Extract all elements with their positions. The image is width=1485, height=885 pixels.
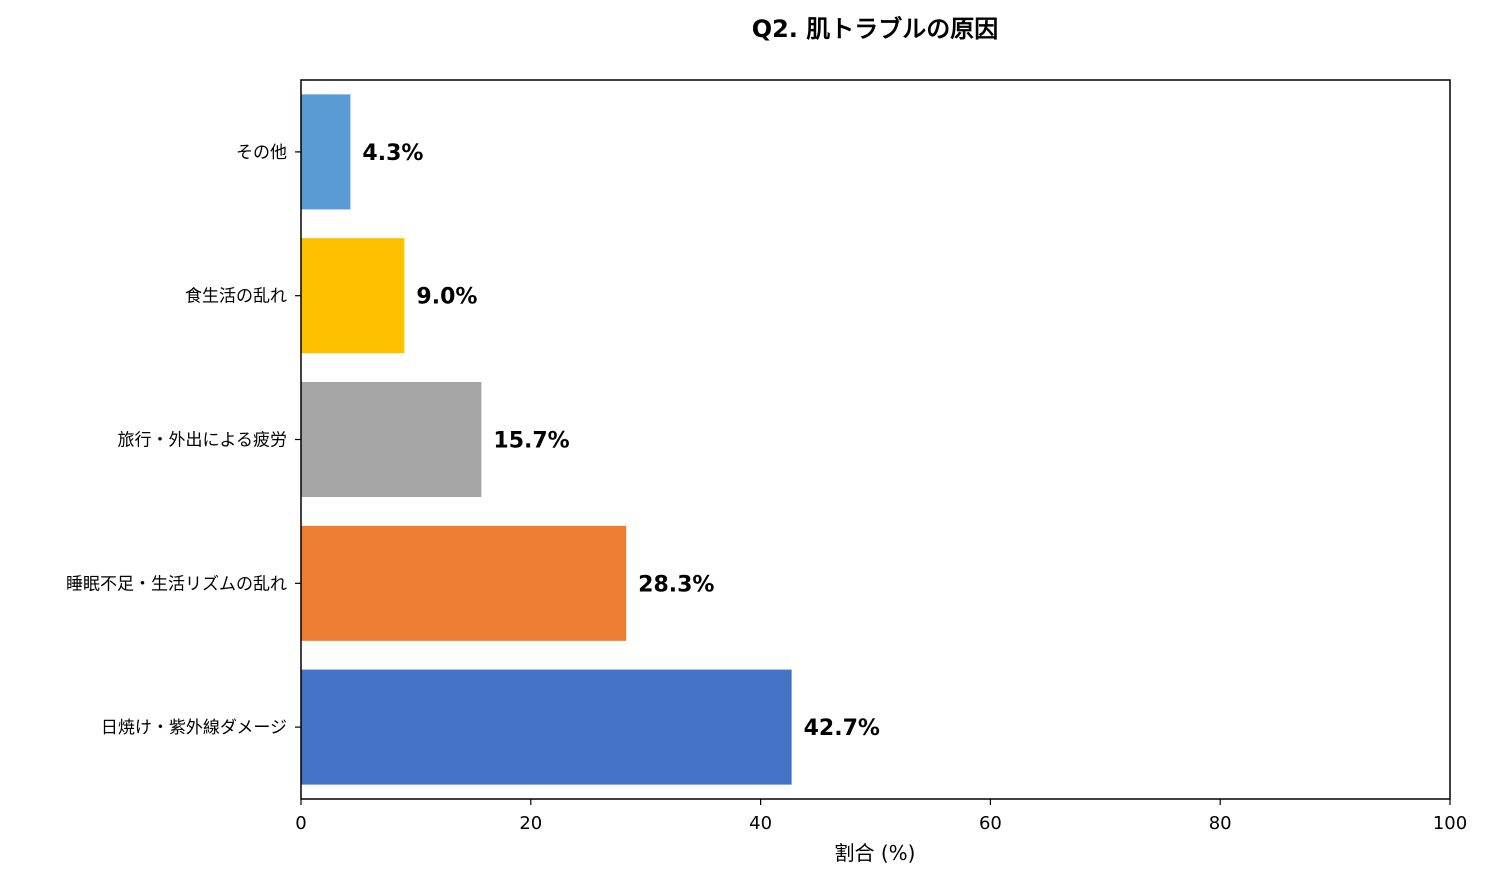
y-tick-label-0: 日焼け・紫外線ダメージ	[101, 718, 287, 738]
bar-0	[301, 669, 792, 785]
x-axis-title: 割合 (%)	[835, 841, 916, 865]
x-axis: 0 20 40 60 80 100	[295, 799, 1467, 834]
y-tick-label-4: その他	[236, 143, 287, 163]
data-label-2: 15.7%	[493, 429, 569, 454]
x-tick-label-1: 20	[519, 813, 542, 834]
bar-3	[301, 238, 405, 354]
data-labels-layer: 42.7% 28.3% 15.7% 9.0% 4.3%	[362, 141, 880, 741]
x-tick-label-3: 60	[979, 813, 1002, 834]
data-label-3: 9.0%	[416, 285, 477, 310]
chart-title: Q2. 肌トラブルの原因	[752, 15, 999, 43]
x-tick-label-5: 100	[1433, 813, 1467, 834]
bars-layer	[301, 94, 792, 785]
bar-4	[301, 94, 351, 210]
x-tick-label-4: 80	[1209, 813, 1232, 834]
y-tick-label-1: 睡眠不足・生活リズムの乱れ	[66, 574, 287, 594]
data-label-4: 4.3%	[362, 141, 423, 166]
y-tick-label-3: 食生活の乱れ	[185, 287, 287, 307]
bar-1	[301, 525, 627, 641]
data-label-1: 28.3%	[638, 572, 714, 597]
bar-2	[301, 381, 482, 498]
x-tick-label-0: 0	[295, 813, 306, 834]
data-label-0: 42.7%	[804, 716, 880, 741]
y-tick-label-2: 旅行・外出による疲労	[118, 431, 288, 451]
x-tick-label-2: 40	[749, 813, 772, 834]
y-axis: 日焼け・紫外線ダメージ 睡眠不足・生活リズムの乱れ 旅行・外出による疲労 食生活の乱れ…	[66, 143, 301, 738]
plot-frame	[300, 79, 1451, 800]
